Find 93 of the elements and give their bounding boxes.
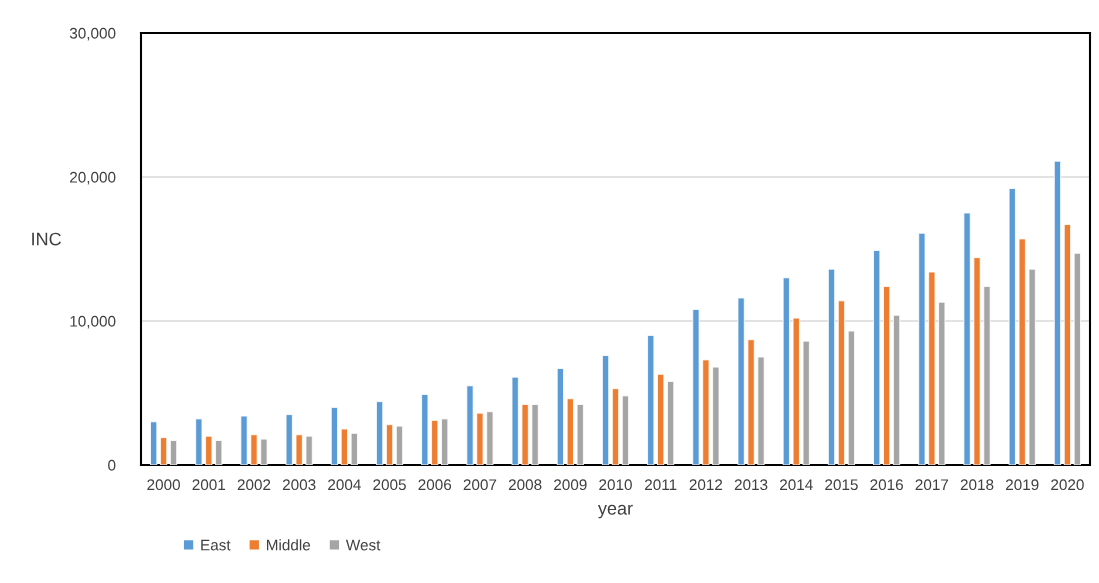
- x-tick-label: 2014: [780, 479, 813, 491]
- x-tick-label: 2013: [734, 479, 768, 491]
- bar: [160, 437, 168, 465]
- bar: [340, 428, 348, 465]
- bar: [621, 395, 630, 465]
- legend-label: East: [201, 539, 231, 551]
- y-tick-label: 30,000: [69, 27, 116, 41]
- bar: [883, 286, 891, 465]
- bar: [169, 440, 178, 465]
- bar: [837, 300, 846, 465]
- x-tick-label: 2016: [870, 479, 903, 491]
- bar: [215, 440, 223, 465]
- bar: [757, 356, 765, 465]
- bar: [827, 268, 836, 465]
- x-tick-label: 2001: [192, 479, 226, 491]
- x-tick-label: 2015: [825, 479, 858, 491]
- x-axis-title: year: [597, 504, 633, 519]
- bar: [195, 418, 203, 465]
- x-tick-label: 2019: [1005, 479, 1039, 491]
- bar: [737, 297, 745, 465]
- bar: [385, 424, 394, 465]
- y-tick-label: 20,000: [70, 171, 116, 185]
- bar: [1073, 252, 1081, 465]
- bar: [782, 277, 790, 465]
- x-tick-label: 2004: [328, 479, 361, 491]
- bar: [601, 355, 610, 465]
- bar: [983, 286, 991, 465]
- bar: [847, 330, 855, 465]
- bar: [712, 366, 720, 465]
- bar: [521, 404, 529, 465]
- bar: [376, 401, 384, 465]
- bar: [466, 385, 474, 465]
- x-tick-label: 2007: [463, 479, 497, 491]
- bar: [205, 435, 213, 465]
- bar: [647, 334, 655, 465]
- bar: [285, 414, 293, 465]
- bar: [421, 394, 429, 465]
- bar: [873, 250, 881, 465]
- x-tick-label: 2002: [237, 479, 271, 491]
- bar: [792, 317, 800, 465]
- bar: [973, 257, 981, 465]
- x-tick-label: 2011: [645, 479, 677, 491]
- bar: [667, 381, 675, 465]
- bar: [250, 434, 258, 465]
- x-tick-label: 2000: [147, 479, 180, 491]
- x-tick-label: 2008: [508, 479, 542, 491]
- bar: [611, 388, 620, 465]
- bar: [240, 415, 248, 465]
- bar: [938, 301, 946, 465]
- x-tick-label: 2017: [915, 479, 949, 491]
- x-tick-label: 2012: [689, 479, 723, 491]
- bar: [295, 434, 303, 465]
- bar: [918, 232, 926, 465]
- x-tick-label: 2010: [599, 479, 632, 491]
- bar: [576, 404, 584, 465]
- x-tick-label: 2006: [418, 479, 452, 491]
- bar: [692, 309, 700, 465]
- x-tick-label: 2005: [373, 479, 406, 491]
- bar: [556, 368, 564, 465]
- bar: [1018, 238, 1026, 465]
- y-tick-label: 10,000: [70, 315, 116, 329]
- bar: [395, 425, 404, 465]
- bar: [747, 339, 755, 465]
- bar: [802, 340, 810, 465]
- bar: [150, 421, 158, 465]
- legend-label: Middle: [266, 539, 311, 551]
- bar: [893, 314, 901, 465]
- bar: [1063, 224, 1071, 465]
- bar: [1008, 188, 1016, 465]
- x-tick-label: 2003: [282, 479, 316, 491]
- bar: [702, 359, 710, 465]
- x-tick-label: 2020: [1051, 479, 1084, 491]
- bar: [260, 438, 268, 465]
- bar: [531, 404, 539, 465]
- bar: [330, 406, 338, 465]
- bar: [441, 418, 449, 465]
- bar: [305, 435, 313, 465]
- bar: [350, 432, 358, 465]
- bar: [431, 419, 439, 465]
- bar: [928, 271, 936, 465]
- bar: [1053, 160, 1062, 465]
- legend-label: West: [345, 539, 381, 551]
- bar: [566, 398, 574, 465]
- x-tick-label: 2009: [554, 479, 587, 491]
- x-tick-label: 2018: [960, 479, 994, 491]
- bar: [963, 212, 971, 465]
- bar: [511, 376, 519, 465]
- y-axis-title: INC: [32, 232, 61, 246]
- bar: [657, 373, 665, 465]
- bar: [486, 411, 494, 465]
- bar: [1028, 268, 1036, 465]
- bar: [476, 412, 484, 465]
- y-tick-label: 0: [108, 459, 116, 471]
